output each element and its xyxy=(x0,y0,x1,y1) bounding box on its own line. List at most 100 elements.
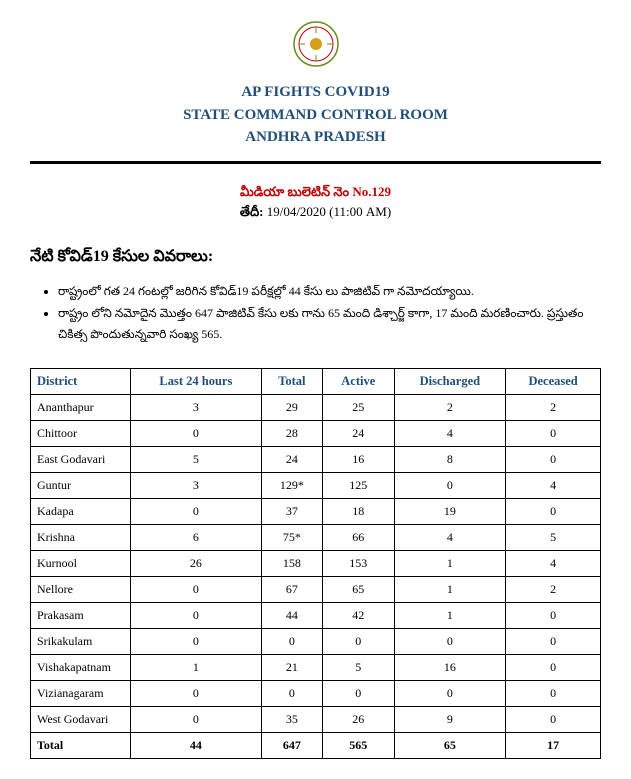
cell-num: 8 xyxy=(394,447,506,473)
cell-num: 0 xyxy=(323,629,395,655)
cell-num: 1 xyxy=(394,551,506,577)
col-total: Total xyxy=(261,369,322,395)
col-last24: Last 24 hours xyxy=(131,369,262,395)
cell-total-num: 17 xyxy=(506,733,601,759)
cell-num: 26 xyxy=(131,551,262,577)
cell-num: 5 xyxy=(506,525,601,551)
table-row: Kurnool2615815314 xyxy=(31,551,601,577)
cell-num: 75* xyxy=(261,525,322,551)
bulletin-date-value: 19/04/2020 (11:00 AM) xyxy=(267,204,391,219)
cell-num: 0 xyxy=(131,499,262,525)
table-row: East Godavari5241680 xyxy=(31,447,601,473)
cell-district: Kurnool xyxy=(31,551,131,577)
cell-num: 129* xyxy=(261,473,322,499)
cell-num: 1 xyxy=(394,577,506,603)
cell-num: 1 xyxy=(394,603,506,629)
col-discharged: Discharged xyxy=(394,369,506,395)
cell-num: 26 xyxy=(323,707,395,733)
table-row: Vishakapatnam1215160 xyxy=(31,655,601,681)
list-item: రాష్ట్రం లోని నమోదైన మొత్తం 647 పాజిటివ్… xyxy=(58,303,601,344)
cell-num: 24 xyxy=(261,447,322,473)
cell-total-num: 44 xyxy=(131,733,262,759)
cell-district: East Godavari xyxy=(31,447,131,473)
header-line2: STATE COMMAND CONTROL ROOM xyxy=(30,104,601,127)
cell-num: 42 xyxy=(323,603,395,629)
cell-num: 67 xyxy=(261,577,322,603)
cell-num: 24 xyxy=(323,421,395,447)
cell-num: 3 xyxy=(131,395,262,421)
cell-district: Chittoor xyxy=(31,421,131,447)
col-deceased: Deceased xyxy=(506,369,601,395)
cell-total-label: Total xyxy=(31,733,131,759)
bulletin-title: మీడియా బులెటిన్ నెం No.129 xyxy=(30,182,601,203)
divider xyxy=(30,161,601,164)
table-row: Vizianagaram00000 xyxy=(31,681,601,707)
col-active: Active xyxy=(323,369,395,395)
cell-num: 0 xyxy=(131,681,262,707)
cell-num: 44 xyxy=(261,603,322,629)
cell-district: Ananthapur xyxy=(31,395,131,421)
cell-num: 0 xyxy=(506,629,601,655)
cell-num: 0 xyxy=(131,421,262,447)
cell-num: 0 xyxy=(506,707,601,733)
cell-num: 158 xyxy=(261,551,322,577)
cell-district: Srikakulam xyxy=(31,629,131,655)
header-line3: ANDHRA PRADESH xyxy=(30,126,601,149)
list-item: రాష్ట్రంలో గత 24 గంటల్లో జరిగిన కోవిడ్19… xyxy=(58,281,601,301)
cell-num: 4 xyxy=(394,421,506,447)
cell-num: 4 xyxy=(394,525,506,551)
cell-num: 0 xyxy=(323,681,395,707)
cell-district: Vizianagaram xyxy=(31,681,131,707)
cell-num: 0 xyxy=(506,655,601,681)
bullet-list: రాష్ట్రంలో గత 24 గంటల్లో జరిగిన కోవిడ్19… xyxy=(30,281,601,344)
cell-num: 65 xyxy=(323,577,395,603)
cell-num: 5 xyxy=(131,447,262,473)
cell-num: 29 xyxy=(261,395,322,421)
cell-num: 0 xyxy=(394,681,506,707)
cell-num: 1 xyxy=(131,655,262,681)
table-row: Ananthapur3292522 xyxy=(31,395,601,421)
cell-num: 19 xyxy=(394,499,506,525)
cell-num: 16 xyxy=(323,447,395,473)
table-row: Kadapa03718190 xyxy=(31,499,601,525)
state-emblem xyxy=(30,20,601,73)
cell-num: 0 xyxy=(506,603,601,629)
cell-num: 0 xyxy=(506,447,601,473)
col-district: District xyxy=(31,369,131,395)
cell-num: 66 xyxy=(323,525,395,551)
table-row: Srikakulam00000 xyxy=(31,629,601,655)
header-block: AP FIGHTS COVID19 STATE COMMAND CONTROL … xyxy=(30,81,601,149)
table-total-row: Total446475656517 xyxy=(31,733,601,759)
cell-district: Prakasam xyxy=(31,603,131,629)
cell-num: 4 xyxy=(506,473,601,499)
bulletin-date-label: తేదీ: xyxy=(240,204,264,219)
cell-district: Kadapa xyxy=(31,499,131,525)
bulletin-block: మీడియా బులెటిన్ నెం No.129 తేదీ: 19/04/2… xyxy=(30,182,601,224)
cell-num: 153 xyxy=(323,551,395,577)
table-row: Chittoor0282440 xyxy=(31,421,601,447)
cell-num: 21 xyxy=(261,655,322,681)
cell-district: Krishna xyxy=(31,525,131,551)
cell-num: 0 xyxy=(506,499,601,525)
cell-num: 0 xyxy=(131,577,262,603)
cell-num: 16 xyxy=(394,655,506,681)
cell-num: 18 xyxy=(323,499,395,525)
cell-num: 3 xyxy=(131,473,262,499)
cell-num: 0 xyxy=(394,473,506,499)
covid-table: District Last 24 hours Total Active Disc… xyxy=(30,368,601,759)
cell-district: Vishakapatnam xyxy=(31,655,131,681)
table-row: Nellore0676512 xyxy=(31,577,601,603)
table-row: Prakasam0444210 xyxy=(31,603,601,629)
cell-num: 0 xyxy=(394,629,506,655)
cell-num: 28 xyxy=(261,421,322,447)
header-line1: AP FIGHTS COVID19 xyxy=(30,81,601,104)
cell-total-num: 65 xyxy=(394,733,506,759)
cell-district: Guntur xyxy=(31,473,131,499)
cell-district: West Godavari xyxy=(31,707,131,733)
cell-num: 9 xyxy=(394,707,506,733)
cell-total-num: 565 xyxy=(323,733,395,759)
table-header-row: District Last 24 hours Total Active Disc… xyxy=(31,369,601,395)
cell-num: 5 xyxy=(323,655,395,681)
cell-num: 4 xyxy=(506,551,601,577)
cell-num: 6 xyxy=(131,525,262,551)
